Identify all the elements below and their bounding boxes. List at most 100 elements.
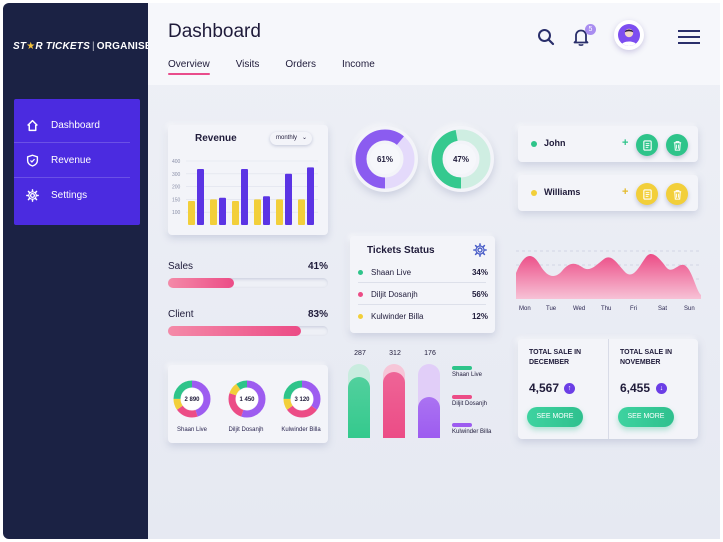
bar-yellow <box>210 199 217 225</box>
donut-value: 2 890 <box>184 397 200 403</box>
sidebar-item-revenue[interactable]: Revenue <box>14 143 130 178</box>
page-title: Dashboard <box>168 21 261 42</box>
donut-label-diljit: Diljit Dosanjh <box>228 427 264 433</box>
day-label: Fri <box>630 306 637 312</box>
hamburger-menu-icon[interactable] <box>678 29 700 45</box>
donut-value: 3 120 <box>294 397 310 403</box>
ring-card-purple: 61% <box>352 126 418 192</box>
day-label: Mon <box>519 306 531 312</box>
ticket-row: Shaan Live 34% <box>358 268 488 277</box>
cylinder-track-diljit <box>383 364 405 438</box>
delete-button[interactable] <box>666 183 688 205</box>
delete-button[interactable] <box>666 134 688 156</box>
cylinder-track-shaan <box>348 364 370 438</box>
day-label: Wed <box>573 306 586 312</box>
legend-swatch <box>452 395 472 399</box>
sale-title-line2: NOVEMBER <box>620 359 661 366</box>
day-label: Sat <box>658 306 668 312</box>
bell-icon[interactable] <box>572 27 590 47</box>
bar-yellow <box>232 201 239 225</box>
see-more-button[interactable]: SEE MORE <box>527 407 583 427</box>
cylinder-fill <box>383 372 405 438</box>
sales-label: Sales <box>168 261 194 272</box>
sales-progress-track <box>168 278 328 288</box>
y-tick-label: 200 <box>172 185 181 191</box>
ticket-percent: 12% <box>471 312 488 321</box>
y-tick-label: 150 <box>172 197 181 203</box>
search-icon[interactable] <box>537 28 555 46</box>
sidebar-nav: Dashboard Revenue Settings <box>14 99 140 225</box>
donut-center <box>291 388 313 410</box>
shield-icon <box>26 153 39 167</box>
sale-title-line1: TOTAL SALE IN <box>620 349 673 356</box>
document-button[interactable] <box>636 183 658 205</box>
avatar[interactable] <box>614 20 644 50</box>
tab-bar: Overview Visits Orders Income <box>168 59 401 75</box>
status-dot <box>358 292 363 297</box>
bar-purple <box>307 167 314 225</box>
sidebar-item-label: Revenue <box>51 154 92 166</box>
ring-value: 47% <box>453 155 469 164</box>
tab-overview[interactable]: Overview <box>168 59 210 75</box>
tab-income[interactable]: Income <box>341 59 375 70</box>
cylinder-track-kulwinder <box>418 364 440 438</box>
sidebar-item-dashboard[interactable]: Dashboard <box>14 108 130 143</box>
main-content: Dashboard Overview Visits Orders Income … <box>148 3 720 539</box>
sale-title-line2: DECEMBER <box>529 359 570 366</box>
bar-purple <box>219 197 226 225</box>
donut-segment <box>173 380 211 418</box>
day-label: Tue <box>546 306 557 312</box>
status-dot <box>531 141 537 147</box>
wave-area <box>516 254 701 299</box>
bar-yellow <box>298 199 305 225</box>
ring-progress <box>431 129 491 189</box>
add-icon[interactable]: + <box>622 186 629 198</box>
chevron-down-icon: ⌄ <box>301 135 307 141</box>
person-card-williams: Williams + <box>518 175 698 211</box>
see-more-button[interactable]: SEE MORE <box>618 407 674 427</box>
gear-icon[interactable] <box>473 243 487 257</box>
ticket-name: Kulwinder Billa <box>371 312 424 321</box>
person-name: Williams <box>544 187 581 197</box>
ticket-percent: 56% <box>471 290 488 299</box>
sale-value: 4,567 <box>529 381 560 395</box>
bar-yellow <box>188 201 195 225</box>
ticket-name: Diljit Dosanjh <box>371 290 418 299</box>
donut-center <box>236 388 258 410</box>
divider <box>608 339 609 439</box>
revenue-title: Revenue <box>195 133 237 144</box>
brand-logo[interactable]: ST★R TICKETS | ORGANISERS <box>13 41 166 52</box>
ring-center <box>446 144 476 174</box>
person-name: John <box>544 138 566 148</box>
donut-segment <box>283 380 321 418</box>
ticket-name: Shaan Live <box>371 268 412 277</box>
divider <box>358 282 486 283</box>
period-select-value: monthly <box>276 135 298 141</box>
status-dot <box>358 314 363 319</box>
gear-icon <box>26 189 39 202</box>
cylinder-fill <box>348 377 370 438</box>
sidebar-item-settings[interactable]: Settings <box>14 178 130 213</box>
sidebar: ST★R TICKETS | ORGANISERS Dashboard Revenu… <box>3 3 166 539</box>
divider <box>358 304 486 305</box>
revenue-card: Revenue monthly ⌄ 400 300 200 150 100 <box>168 125 328 235</box>
legend-swatch <box>452 423 472 427</box>
donut-segment <box>173 380 211 418</box>
legend-swatch <box>452 366 472 370</box>
document-button[interactable] <box>636 134 658 156</box>
period-select[interactable]: monthly ⌄ <box>270 132 312 145</box>
cylinder-value: 176 <box>424 350 436 357</box>
total-sales-card: TOTAL SALE IN DECEMBER 4,567 ↑ SEE MORE … <box>518 339 698 439</box>
add-icon[interactable]: + <box>622 137 629 149</box>
bar-yellow <box>276 199 283 225</box>
user-icon <box>621 28 637 46</box>
ring-card-green: 47% <box>428 126 494 192</box>
arrow-up-icon: ↑ <box>564 383 575 394</box>
brand-text-a: ST <box>13 41 27 52</box>
client-progress-track <box>168 326 328 336</box>
brand-text-c: ORGANISERS <box>96 41 166 52</box>
tab-orders[interactable]: Orders <box>285 59 316 70</box>
client-label: Client <box>168 309 194 320</box>
tab-visits[interactable]: Visits <box>235 59 260 70</box>
brand-divider: | <box>91 41 95 52</box>
